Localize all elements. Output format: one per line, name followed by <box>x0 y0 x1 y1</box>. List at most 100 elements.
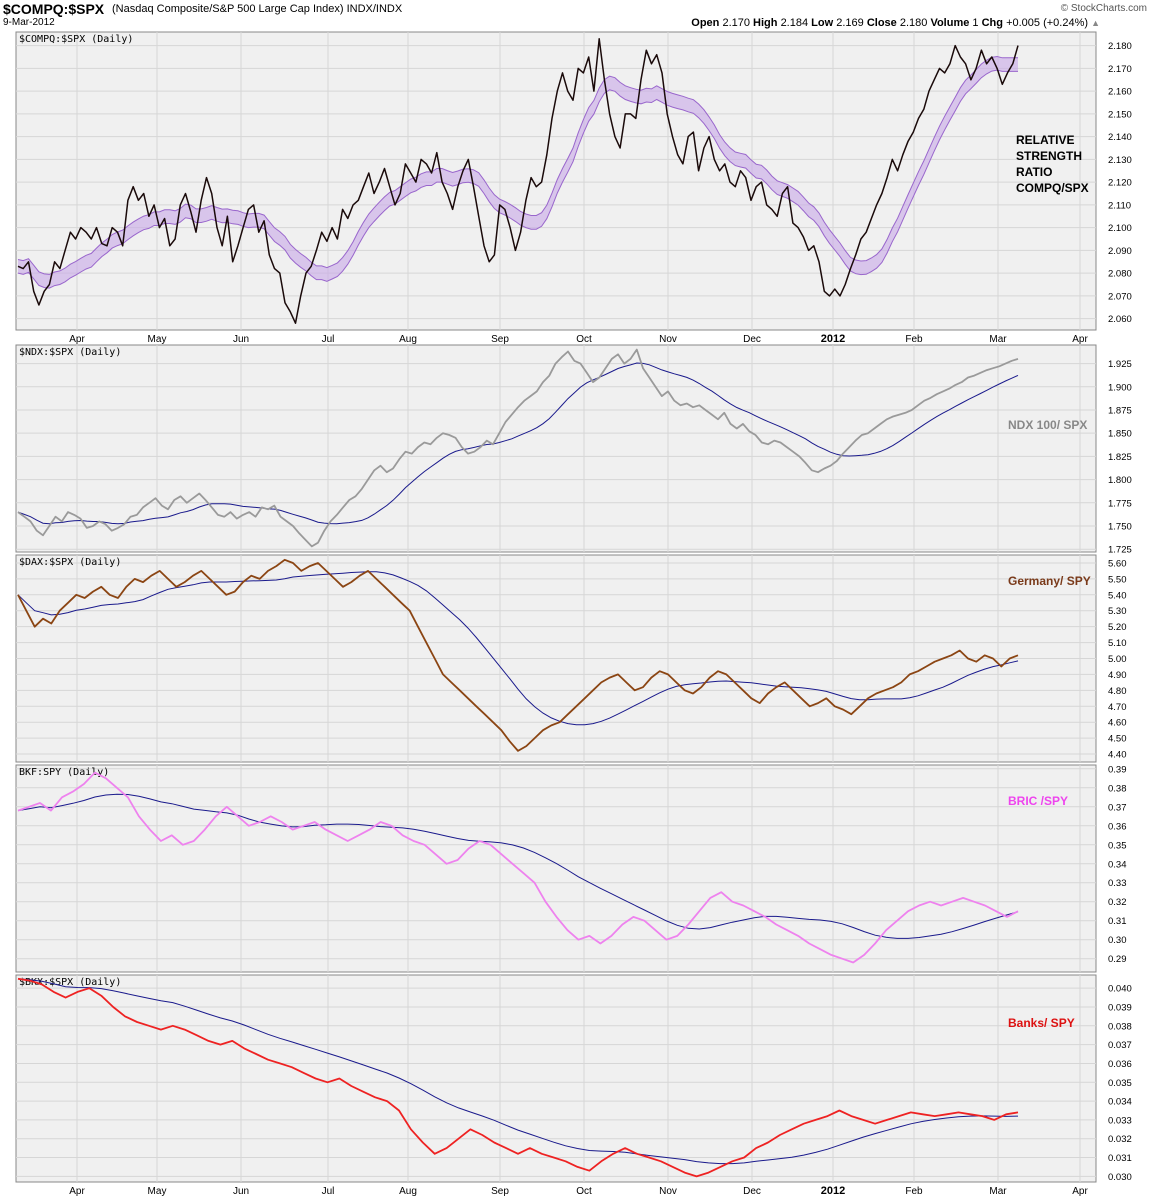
ratio-series-line <box>17 558 1019 752</box>
y-tick-label: 0.033 <box>1108 1115 1132 1126</box>
panel-title: BKF:SPY (Daily) <box>19 767 109 778</box>
panel-background <box>15 344 1097 553</box>
month-label: Apr <box>1072 334 1088 345</box>
panel-annotation: Germany/ SPY <box>1008 574 1091 588</box>
panel-background <box>15 974 1097 1183</box>
high-label: High <box>753 17 778 29</box>
y-tick-label: 2.060 <box>1108 314 1132 325</box>
month-label: Sep <box>491 1186 509 1197</box>
panel-annotation: COMPQ/SPX <box>1016 181 1089 195</box>
y-tick-label: 1.725 <box>1108 545 1132 556</box>
panel-background <box>15 764 1097 973</box>
volume-label: Volume <box>930 17 970 29</box>
y-tick-label: 5.10 <box>1108 638 1127 649</box>
ma-band <box>18 56 1018 289</box>
y-tick-label: 5.00 <box>1108 654 1127 665</box>
open-label: Open <box>691 17 720 29</box>
y-tick-label: 2.140 <box>1108 132 1132 143</box>
chg-value: +0.005 (+0.24%) <box>1006 17 1089 29</box>
y-tick-label: 1.825 <box>1108 452 1132 463</box>
y-tick-label: 2.090 <box>1108 246 1132 257</box>
y-tick-label: 0.29 <box>1108 954 1127 965</box>
y-tick-label: 4.70 <box>1108 702 1127 713</box>
y-tick-label: 0.030 <box>1108 1172 1132 1183</box>
brand-label: © StockCharts.com <box>1060 3 1147 14</box>
y-tick-label: 1.925 <box>1108 359 1132 370</box>
y-tick-label: 0.36 <box>1108 821 1127 832</box>
panel-title: $NDX:$SPX (Daily) <box>19 347 121 358</box>
panel-title: $BKX:$SPX (Daily) <box>19 977 121 988</box>
y-tick-label: 0.039 <box>1108 1002 1132 1013</box>
y-tick-label: 1.775 <box>1108 498 1132 509</box>
y-tick-label: 0.39 <box>1108 764 1127 775</box>
month-label: Nov <box>659 334 677 345</box>
panel-annotation: RATIO <box>1016 165 1052 179</box>
month-label: May <box>148 334 167 345</box>
y-tick-label: 2.130 <box>1108 155 1132 166</box>
y-tick-label: 2.120 <box>1108 178 1132 189</box>
close-label: Close <box>866 17 897 29</box>
month-label: Aug <box>399 1186 417 1197</box>
month-label: Jun <box>233 334 249 345</box>
month-label: Dec <box>743 334 761 345</box>
quote-summary: Open 2.170 High 2.184 Low 2.169 Close 2.… <box>691 17 1100 29</box>
panel-background <box>15 31 1097 331</box>
high-value: 2.184 <box>780 17 809 29</box>
y-tick-label: 0.32 <box>1108 897 1127 908</box>
moving-average-line <box>17 362 1019 525</box>
month-label: Jul <box>322 1186 335 1197</box>
open-value: 2.170 <box>722 17 750 29</box>
y-tick-label: 1.750 <box>1108 522 1132 533</box>
panel-annotation: Banks/ SPY <box>1008 1016 1075 1030</box>
y-tick-label: 0.032 <box>1108 1134 1132 1145</box>
y-tick-label: 0.30 <box>1108 935 1127 946</box>
y-tick-label: 0.038 <box>1108 1021 1132 1032</box>
month-label: May <box>148 1186 167 1197</box>
y-tick-label: 2.110 <box>1108 200 1131 211</box>
panel-annotation: STRENGTH <box>1016 149 1082 163</box>
y-tick-label: 2.100 <box>1108 223 1132 234</box>
panel-annotation: RELATIVE <box>1016 133 1074 147</box>
y-tick-label: 2.070 <box>1108 291 1132 302</box>
y-tick-label: 0.35 <box>1108 840 1127 851</box>
month-label: Oct <box>576 1186 592 1197</box>
chart-header: $COMPQ:$SPX (Nasdaq Composite/S&P 500 La… <box>0 0 1150 32</box>
y-tick-label: 5.50 <box>1108 574 1127 585</box>
panel-1: 2.060 2.070 2.080 2.090 2.100 2.110 2.120 2.130… <box>15 31 1132 345</box>
y-tick-label: 1.800 <box>1108 475 1132 486</box>
y-tick-label: 0.034 <box>1108 1097 1132 1108</box>
moving-average-line <box>17 571 1019 726</box>
y-tick-label: 4.80 <box>1108 686 1127 697</box>
month-label: 2012 <box>821 333 845 345</box>
ratio-series-line <box>17 38 1019 324</box>
month-label: Apr <box>69 1186 85 1197</box>
ma-band-lower <box>17 69 1018 289</box>
panel-title: $DAX:$SPX (Daily) <box>19 557 121 568</box>
y-tick-label: 1.900 <box>1108 382 1132 393</box>
chg-label: Chg <box>981 17 1003 29</box>
y-tick-label: 2.180 <box>1108 41 1132 52</box>
moving-average-line <box>17 793 1019 939</box>
month-label: Feb <box>905 1186 923 1197</box>
y-tick-label: 5.20 <box>1108 622 1127 633</box>
y-tick-label: 0.37 <box>1108 802 1127 813</box>
y-tick-label: 5.40 <box>1108 590 1127 601</box>
y-tick-label: 2.080 <box>1108 269 1132 280</box>
month-label: Mar <box>989 334 1007 345</box>
y-tick-label: 0.031 <box>1108 1153 1132 1164</box>
panel-title: $COMPQ:$SPX (Daily) <box>19 34 133 45</box>
y-tick-label: 1.850 <box>1108 429 1132 440</box>
month-label: Jun <box>233 1186 249 1197</box>
month-label: Feb <box>905 334 923 345</box>
y-tick-label: 0.035 <box>1108 1078 1132 1089</box>
month-label: Sep <box>491 334 509 345</box>
month-label: 2012 <box>821 1185 845 1197</box>
panel-annotation: BRIC /SPY <box>1008 794 1068 808</box>
y-tick-label: 2.160 <box>1108 87 1132 98</box>
y-tick-label: 4.60 <box>1108 718 1127 729</box>
y-tick-label: 0.040 <box>1108 984 1132 995</box>
ratio-series-line <box>17 348 1019 548</box>
y-tick-label: 0.38 <box>1108 783 1127 794</box>
y-tick-label: 2.170 <box>1108 64 1132 75</box>
